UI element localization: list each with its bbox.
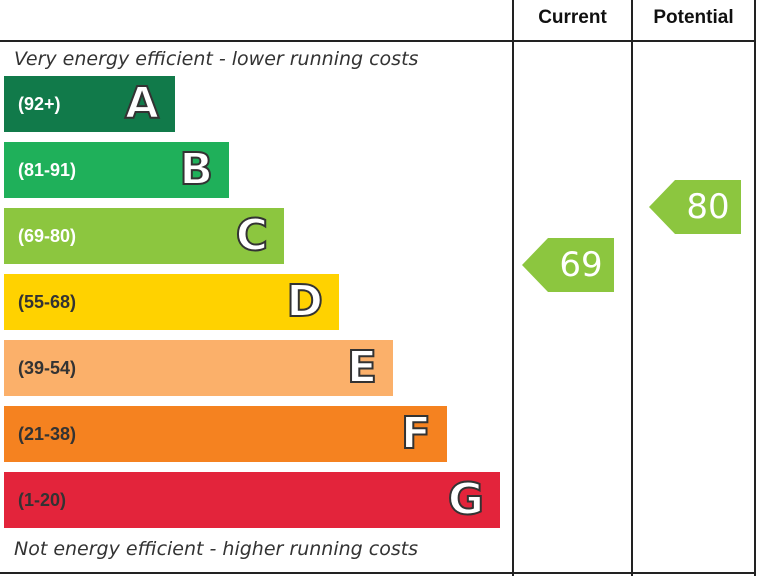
bottom-border: [0, 572, 756, 574]
band-b: (81-91) B: [4, 142, 229, 198]
band-f: (21-38) F: [4, 406, 447, 462]
band-range-label: (69-80): [18, 226, 77, 246]
band-g: (1-20) G: [4, 472, 500, 528]
band-letter: E: [346, 341, 378, 394]
current-column-left-border: [512, 0, 514, 576]
band-letter: C: [235, 209, 269, 262]
potential-rating: 80: [649, 180, 741, 234]
potential-rating-arrow: [649, 180, 741, 234]
band-range-label: (81-91): [18, 160, 77, 180]
bottom-caption: Not energy efficient - higher running co…: [14, 538, 419, 560]
band-range-label: (1-20): [18, 490, 67, 510]
potential-column-header: Potential: [653, 7, 734, 28]
right-border: [754, 0, 756, 576]
current-rating-arrow: [522, 238, 614, 292]
band-range-label: (92+): [18, 94, 61, 114]
band-c: (69-80) C: [4, 208, 284, 264]
potential-rating-arrow-shape: [649, 180, 741, 234]
current-rating-arrow-shape: [522, 238, 614, 292]
band-d: (55-68) D: [4, 274, 339, 330]
band-range-label: (39-54): [18, 358, 77, 378]
band-letter: A: [124, 77, 160, 130]
band-letter: F: [400, 407, 432, 460]
current-rating: 69: [522, 238, 614, 292]
band-letter: D: [285, 275, 324, 328]
potential-rating-value: 80: [686, 187, 730, 227]
current-column-header: Current: [538, 7, 607, 28]
band-range-label: (21-38): [18, 424, 77, 444]
band-a: (92+) A: [4, 76, 175, 132]
potential-column-left-border: [631, 0, 633, 576]
current-rating-value: 69: [559, 245, 603, 285]
band-letter: G: [447, 473, 485, 526]
band-e: (39-54) E: [4, 340, 393, 396]
band-letter: B: [178, 143, 214, 196]
header-divider: [0, 40, 756, 42]
top-caption: Very energy efficient - lower running co…: [14, 48, 419, 70]
band-range-label: (55-68): [18, 292, 77, 312]
